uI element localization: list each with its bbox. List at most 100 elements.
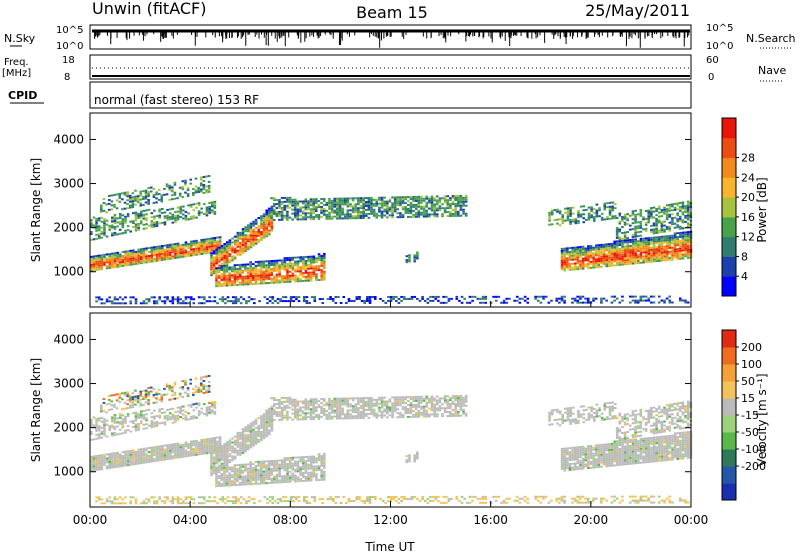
power-cell [210,256,213,259]
velocity-cell [283,457,287,460]
velocity-cell [208,409,211,412]
power-cell [595,209,599,212]
power-cell [293,206,297,209]
power-cell [408,297,411,300]
velocity-cell [212,458,216,461]
power-cell [103,261,106,264]
power-cell [571,268,574,271]
power-cell [336,211,339,214]
power-cell [220,258,224,261]
velocity-cell [212,460,216,463]
power-cell [650,295,653,298]
power-cell [233,266,237,269]
velocity-cell [247,434,250,437]
velocity-cell [100,454,104,457]
power-cell [265,274,268,277]
velocity-cell [139,416,143,419]
power-cell [111,218,114,221]
power-cell [357,201,360,204]
power-cell [404,202,407,205]
power-cell [573,264,577,267]
power-cell [268,223,271,226]
velocity-cell [225,443,229,446]
power-cell [676,232,680,235]
power-cell [312,261,316,264]
power-cell [182,249,185,252]
power-cell [252,267,255,270]
power-cell [92,238,96,241]
power-cell [338,199,342,202]
power-cell [592,262,595,265]
power-cell [171,255,175,258]
velocity-cell [113,452,117,455]
velocity-cell [95,427,98,430]
power-cell [652,256,656,259]
velocity-cell [203,444,206,447]
velocity-cell [132,455,135,458]
power-cell [270,260,274,263]
power-cell [171,300,175,303]
velocity-cell [275,467,279,470]
velocity-cell [236,451,240,454]
power-cell [147,187,150,190]
velocity-cell [239,449,242,452]
velocity-cell [312,459,316,462]
power-cell [121,192,124,195]
power-cell [92,255,96,258]
power-cell [464,200,468,203]
power-cell [134,211,138,214]
power-cell [118,253,122,256]
power-cell [568,253,572,256]
power-cell [594,250,598,253]
power-cell [259,276,263,279]
velocity-cell [113,416,117,419]
velocity-cell [173,381,177,384]
power-cell [275,265,279,268]
power-cell [294,260,297,263]
velocity-cell [239,451,242,454]
power-cell [160,196,164,199]
power-cell [673,236,677,239]
power-cell [671,205,674,208]
power-cell [97,217,101,220]
power-cell [205,210,209,213]
velocity-cell [118,465,122,468]
power-cell [244,267,247,270]
power-cell [129,263,133,266]
power-cell [610,244,614,247]
power-cell [589,254,593,257]
velocity-cell [260,433,263,435]
power-cell [375,214,379,217]
power-cell [309,214,313,217]
power-cell [438,201,442,204]
power-cell [367,212,371,215]
velocity-cell [267,472,271,475]
power-cell [610,301,614,304]
velocity-cell [189,378,193,381]
power-cell [566,267,569,270]
power-cell [333,203,337,206]
power-cell [320,272,323,275]
power-cell [602,247,606,250]
velocity-cell [124,452,127,455]
velocity-cell [268,421,271,424]
power-cell [526,301,530,304]
velocity-cell [174,445,177,448]
power-cell [171,186,174,189]
power-cell [634,213,637,216]
power-cell [681,211,685,214]
power-cell [668,236,672,239]
cpid-strip: CPID normal (fast stereo) 153 RF [8,81,692,109]
power-cell [671,250,674,253]
power-cell [244,242,247,245]
power-cell [462,196,465,199]
power-cell [166,258,169,261]
velocity-cell [155,455,159,458]
velocity-cell [200,444,204,447]
power-cell [103,232,106,235]
power-cell [268,300,272,303]
power-cell [345,301,348,304]
velocity-cell [210,454,213,457]
power-cell [147,200,150,203]
power-cell [233,239,237,242]
